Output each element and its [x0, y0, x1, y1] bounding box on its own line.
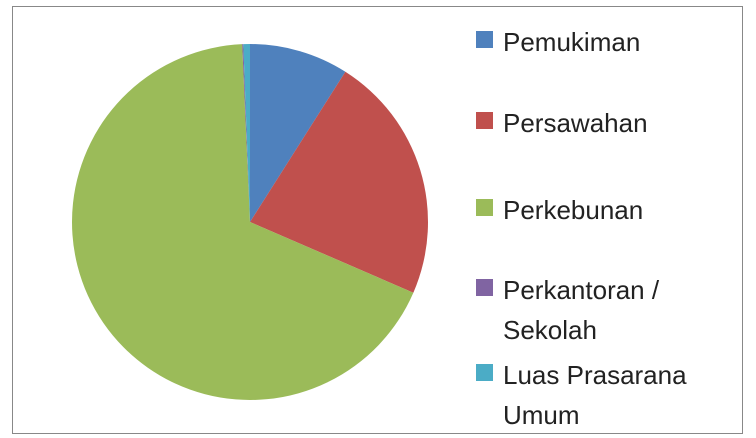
- legend-swatch: [476, 279, 493, 296]
- legend-entry: Persawahan: [476, 103, 716, 143]
- pie-slice: [242, 44, 250, 223]
- legend-label: Perkantoran / Sekolah: [503, 275, 660, 345]
- legend-label: Luas Prasarana Umum: [503, 360, 687, 430]
- legend-entry: Perkantoran / Sekolah: [476, 270, 716, 350]
- chart-frame: [12, 6, 743, 434]
- legend-swatch: [476, 199, 493, 216]
- pie-slice: [71, 44, 414, 400]
- legend-swatch: [476, 112, 493, 129]
- legend-swatch: [476, 364, 493, 381]
- legend-label: Persawahan: [503, 108, 648, 138]
- pie-slice: [250, 44, 346, 222]
- legend-entry: Pemukiman: [476, 22, 716, 62]
- pie-slice: [243, 44, 250, 222]
- legend-entry: Perkebunan: [476, 190, 716, 230]
- legend-label: Perkebunan: [503, 195, 644, 225]
- legend-label: Pemukiman: [503, 27, 641, 57]
- legend-swatch: [476, 31, 493, 48]
- pie-slice: [250, 71, 428, 293]
- legend-entry: Luas Prasarana Umum: [476, 355, 716, 435]
